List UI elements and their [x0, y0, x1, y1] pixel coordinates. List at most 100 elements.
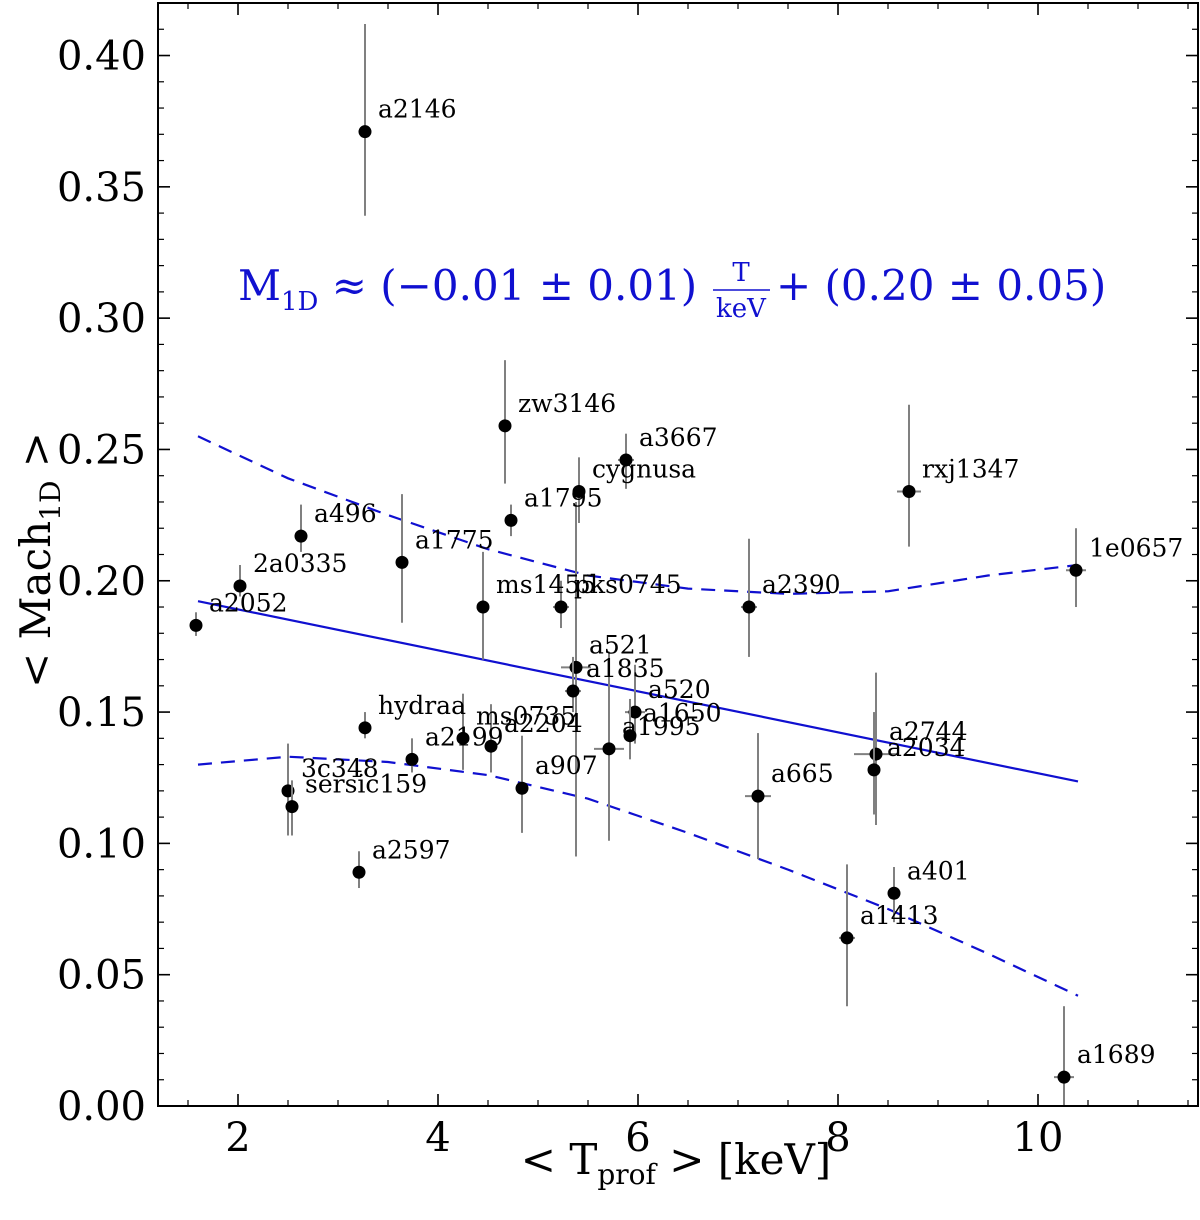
x-axis-title: < Tprof > [keV] — [521, 1135, 831, 1191]
data-point-a2146 — [358, 125, 372, 139]
eq-frac-num: T — [732, 258, 750, 288]
y-tick-label: 0.40 — [57, 34, 146, 80]
data-point-zw3146 — [498, 419, 512, 433]
data-point-a907 — [515, 781, 529, 795]
eq-rhs: + (0.20 ± 0.05) — [776, 261, 1106, 310]
x-axis-title-sub: prof — [597, 1158, 658, 1191]
data-point-a2744 — [869, 747, 883, 761]
point-label-ms1455: ms1455 — [496, 570, 596, 599]
y-axis-title-sub: 1D — [34, 481, 67, 521]
eq-lhs-sub: 1D — [281, 287, 318, 317]
point-label-a1650: a1650 — [643, 699, 722, 728]
data-point-a1413 — [840, 931, 854, 945]
y-tick-label: 0.35 — [57, 165, 146, 211]
point-label-a2390: a2390 — [762, 570, 841, 599]
point-label-a2052: a2052 — [209, 588, 288, 617]
point-label-rxj1347: rxj1347 — [922, 454, 1019, 483]
point-label-a2199: a2199 — [425, 722, 504, 751]
point-label-a1995: a1995 — [622, 712, 701, 741]
point-label-a1835: a1835 — [586, 654, 665, 683]
point-label-a496: a496 — [314, 499, 377, 528]
data-point-a1795 — [504, 513, 518, 527]
point-label-a2034: a2034 — [887, 733, 966, 762]
data-point-a1835 — [566, 684, 580, 698]
data-point-ms1455 — [476, 600, 490, 614]
data-point-a1650 — [623, 729, 637, 743]
data-point-a2052 — [189, 618, 203, 632]
x-tick-label: 8 — [825, 1115, 850, 1161]
point-label-a2204: a2204 — [504, 709, 583, 738]
y-tick-label: 0.10 — [57, 821, 146, 867]
y-tick-label: 0.15 — [57, 690, 146, 736]
x-axis-title-main: < T — [521, 1135, 598, 1184]
y-axis-title-main: < Mach — [11, 521, 60, 688]
fit-equation: M1D ≈ (−0.01 ± 0.01) T keV + (0.20 ± 0.0… — [238, 258, 1106, 324]
point-label-zw3146: zw3146 — [518, 389, 616, 418]
data-point-a2390 — [742, 600, 756, 614]
data-point-a401 — [887, 886, 901, 900]
point-label-cygnusa: cygnusa — [592, 454, 696, 483]
point-label-a2146: a2146 — [378, 95, 457, 124]
point-label-a1689: a1689 — [1077, 1040, 1156, 1069]
point-label-pks0745: pks0745 — [574, 570, 682, 599]
points-layer — [189, 24, 1086, 1106]
x-tick-label: 10 — [1013, 1115, 1064, 1161]
x-tick-label: 2 — [225, 1115, 250, 1161]
confidence-band-upper — [197, 435, 1079, 596]
data-point-pks0745 — [554, 600, 568, 614]
point-label-1e0657: 1e0657 — [1089, 533, 1183, 562]
data-point-sersic159 — [285, 800, 299, 814]
point-label-3c348: 3c348 — [301, 754, 379, 783]
point-label-a520: a520 — [648, 675, 711, 704]
axes-layer: 2 4 6 8 10 0.00 0.05 0.10 0.15 0.20 0.25 0.30 0.35 0.… — [57, 2, 1199, 1161]
y-tick-label: 0.00 — [57, 1084, 146, 1130]
data-point-a521 — [569, 660, 583, 674]
y-axis-title: < Mach1D > — [11, 432, 67, 688]
data-point-a520 — [628, 705, 642, 719]
point-label-hydraa: hydraa — [378, 691, 466, 720]
data-point-a2199 — [405, 752, 419, 766]
point-label-a521: a521 — [589, 630, 652, 659]
data-point-a1775 — [395, 555, 409, 569]
point-label-2a0335: 2a0335 — [253, 549, 347, 578]
eq-middle: ≈ (−0.01 ± 0.01) — [318, 261, 697, 310]
point-label-a907: a907 — [535, 751, 598, 780]
data-point-a2034 — [867, 763, 881, 777]
y-tick-label: 0.30 — [57, 296, 146, 342]
x-tick-label: 4 — [425, 1115, 450, 1161]
fit-line — [197, 600, 1079, 783]
data-point-2a0335 — [233, 579, 247, 593]
eq-frac-den: keV — [716, 294, 767, 324]
y-axis-title-tail: > — [11, 432, 60, 481]
data-point-cygnusa — [572, 484, 586, 498]
point-label-ms0735: ms0735 — [476, 701, 576, 730]
point-label-a1413: a1413 — [860, 901, 939, 930]
point-label-a401: a401 — [907, 856, 970, 885]
y-tick-label: 0.25 — [57, 427, 146, 473]
data-point-a3667 — [619, 453, 633, 467]
data-point-hydraa — [358, 721, 372, 735]
point-label-a3667: a3667 — [639, 423, 718, 452]
x-axis-title-tail: > [keV] — [656, 1135, 831, 1184]
data-point-rxj1347 — [902, 484, 916, 498]
confidence-band-lower — [197, 755, 1079, 997]
point-label-sersic159: sersic159 — [305, 770, 427, 799]
x-tick-label: 6 — [625, 1115, 650, 1161]
svg-text:M1D ≈ (−0.01 ± 0.01): M1D ≈ (−0.01 ± 0.01) — [238, 261, 697, 317]
point-label-a665: a665 — [771, 759, 834, 788]
point-label-a2597: a2597 — [372, 835, 451, 864]
point-label-a1775: a1775 — [415, 525, 494, 554]
data-point-a665 — [751, 789, 765, 803]
data-point-a2597 — [352, 865, 366, 879]
data-point-a1995 — [602, 742, 616, 756]
data-point-ms0735 — [456, 731, 470, 745]
data-point-a496 — [294, 529, 308, 543]
eq-lhs: M — [238, 261, 281, 310]
data-point-a1689 — [1057, 1070, 1071, 1084]
y-tick-label: 0.20 — [57, 559, 146, 605]
point-label-a2744: a2744 — [889, 717, 968, 746]
fit-layer — [197, 435, 1079, 997]
